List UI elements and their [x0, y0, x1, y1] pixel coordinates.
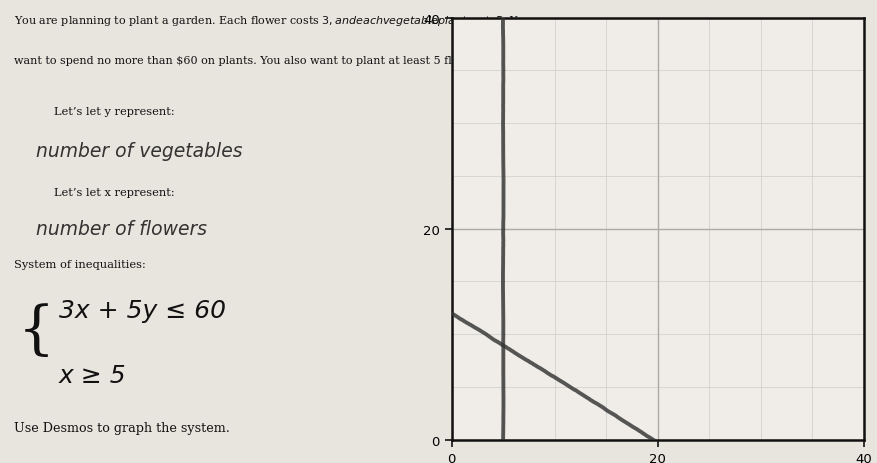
Text: number of flowers: number of flowers [36, 220, 207, 239]
Text: {: { [18, 303, 55, 359]
Text: You are planning to plant a garden. Each flower costs $3, and each vegetable pla: You are planning to plant a garden. Each… [13, 14, 531, 28]
Text: 3x + 5y ≤ 60: 3x + 5y ≤ 60 [59, 299, 225, 323]
Text: Let’s let x represent:: Let’s let x represent: [54, 188, 175, 198]
Text: number of vegetables: number of vegetables [36, 141, 243, 160]
Text: Let’s let y represent:: Let’s let y represent: [54, 106, 175, 117]
Text: System of inequalities:: System of inequalities: [13, 259, 146, 269]
Text: Use Desmos to graph the system.: Use Desmos to graph the system. [13, 421, 230, 434]
Text: want to spend no more than $60 on plants. You also want to plant at least 5 flow: want to spend no more than $60 on plants… [13, 56, 488, 66]
Text: x ≥ 5: x ≥ 5 [59, 363, 126, 388]
